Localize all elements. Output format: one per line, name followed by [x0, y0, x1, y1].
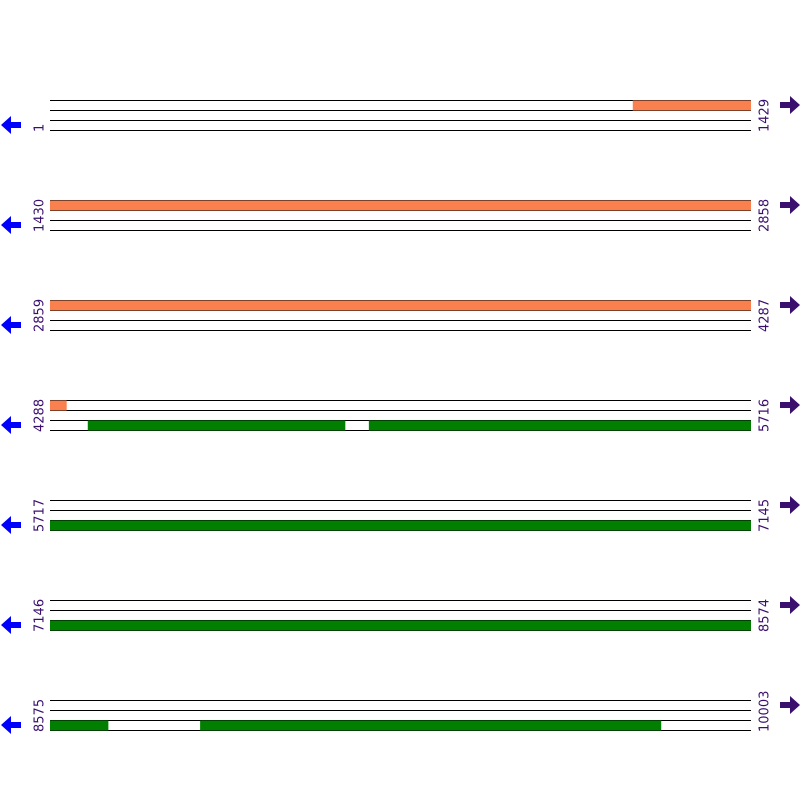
feature-segment: [50, 300, 751, 311]
row-end-label: 10003: [758, 691, 773, 732]
row-start-label: 2859: [33, 299, 48, 332]
feature-segment: [632, 100, 751, 111]
row-start-label: 5717: [33, 499, 48, 532]
left-arrow: [1, 416, 21, 434]
row-start-label: 7146: [33, 599, 48, 632]
right-arrow: [780, 596, 800, 614]
right-arrow: [780, 196, 800, 214]
right-arrow: [780, 696, 800, 714]
feature-segment: [50, 400, 67, 411]
left-arrow: [1, 616, 21, 634]
left-arrow: [1, 316, 21, 334]
feature-segment: [368, 420, 751, 431]
row-start-label: 8575: [33, 699, 48, 732]
row-end-label: 8574: [758, 599, 773, 632]
feature-segment: [50, 720, 109, 731]
left-arrow: [1, 716, 21, 734]
row-start-label: 1430: [33, 199, 48, 232]
right-arrow: [780, 296, 800, 314]
row-end-label: 5716: [758, 399, 773, 432]
right-arrow: [780, 396, 800, 414]
right-arrow: [780, 96, 800, 114]
feature-segment: [50, 520, 751, 531]
left-arrow: [1, 516, 21, 534]
left-arrow: [1, 216, 21, 234]
left-arrow: [1, 116, 21, 134]
right-arrow: [780, 496, 800, 514]
row-start-label: 1: [33, 124, 48, 132]
feature-segment: [87, 420, 346, 431]
feature-segment: [200, 720, 662, 731]
row-end-label: 7145: [758, 499, 773, 532]
feature-segment: [50, 620, 751, 631]
row-end-label: 1429: [758, 99, 773, 132]
feature-segment: [50, 200, 751, 211]
row-start-label: 4288: [33, 399, 48, 432]
row-end-label: 4287: [758, 299, 773, 332]
row-end-label: 2858: [758, 199, 773, 232]
